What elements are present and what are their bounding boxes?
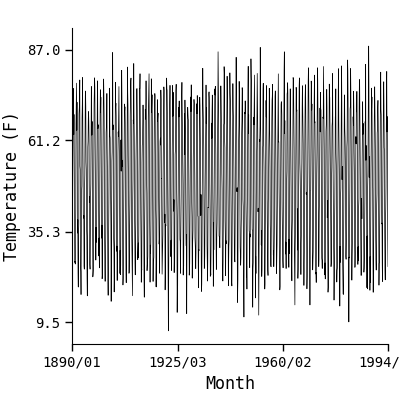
X-axis label: Month: Month <box>205 375 255 393</box>
Y-axis label: Temperature (F): Temperature (F) <box>3 111 21 261</box>
